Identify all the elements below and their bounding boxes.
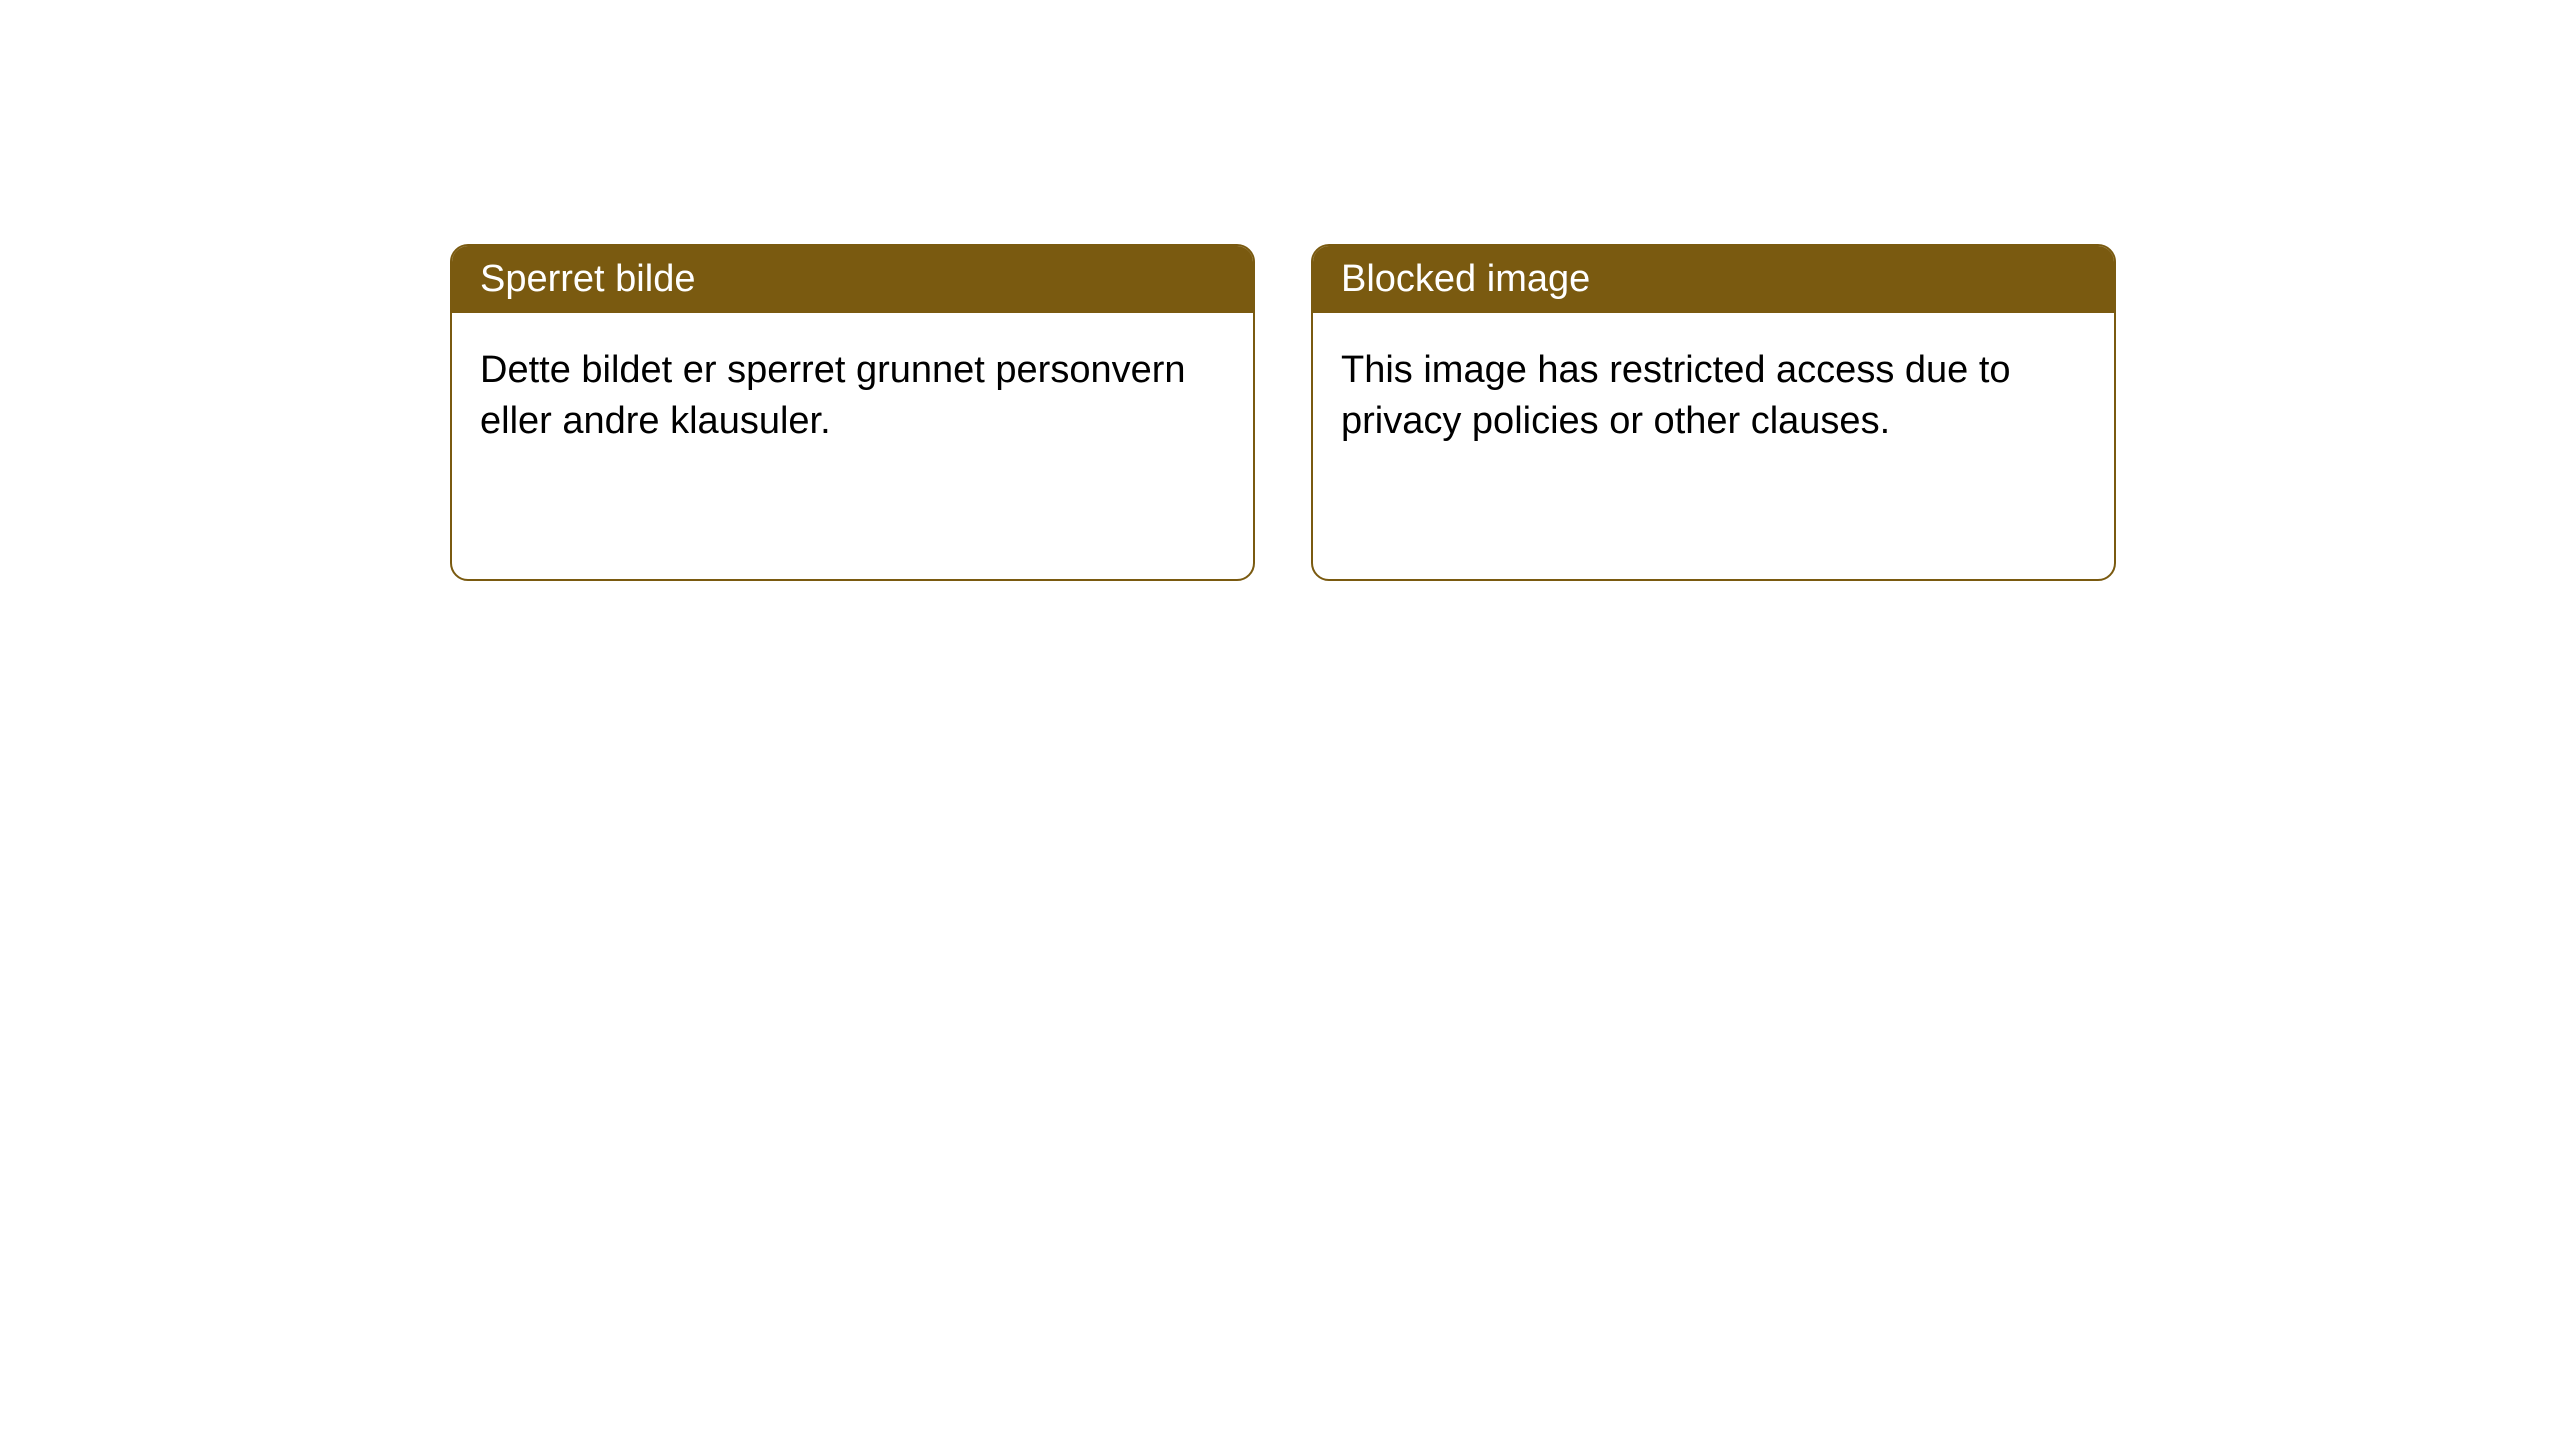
notice-card-english: Blocked image This image has restricted … bbox=[1311, 244, 2116, 581]
card-body: Dette bildet er sperret grunnet personve… bbox=[452, 313, 1253, 480]
notice-card-norwegian: Sperret bilde Dette bildet er sperret gr… bbox=[450, 244, 1255, 581]
notice-container: Sperret bilde Dette bildet er sperret gr… bbox=[0, 0, 2560, 581]
card-header: Sperret bilde bbox=[452, 246, 1253, 313]
card-body: This image has restricted access due to … bbox=[1313, 313, 2114, 480]
card-header: Blocked image bbox=[1313, 246, 2114, 313]
